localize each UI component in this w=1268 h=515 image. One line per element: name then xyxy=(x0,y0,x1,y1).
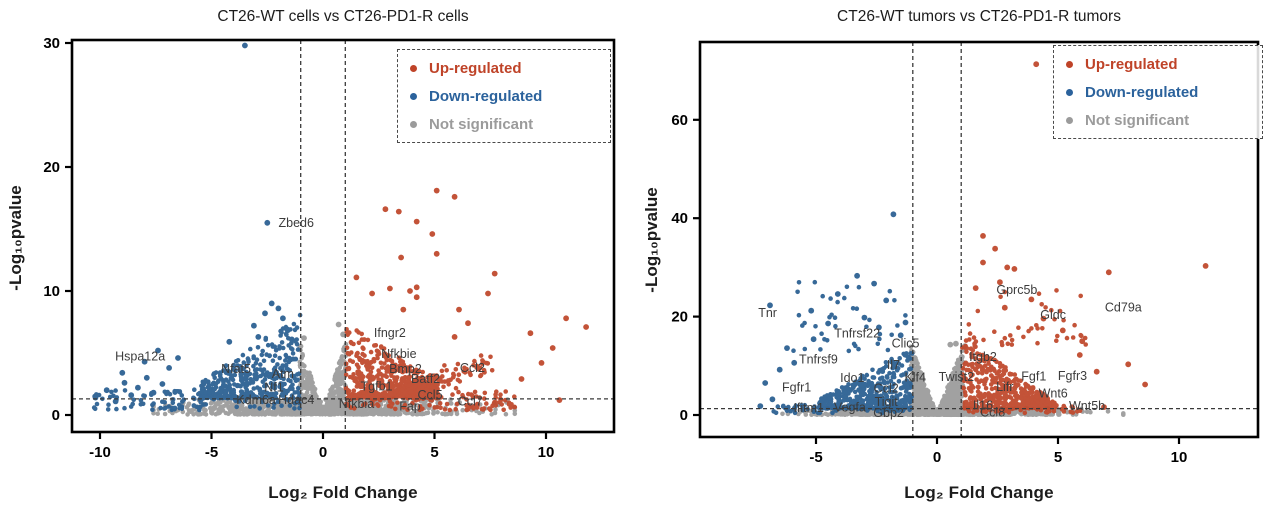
gene-label-Twist2: Twist2 xyxy=(939,370,974,384)
legend-label-down: Down-regulated xyxy=(429,87,543,105)
legend-item-down: Down-regulated xyxy=(1066,80,1252,104)
legend-item-ns: Not significant xyxy=(410,112,600,136)
gene-label-Kdm6a: Kdm6a xyxy=(236,393,276,407)
up-regulated-dot-icon xyxy=(1066,60,1073,68)
axes-box xyxy=(698,40,1260,439)
gene-label-Gprc5b: Gprc5b xyxy=(996,283,1037,297)
gene-label-Hspa12a: Hspa12a xyxy=(115,350,165,364)
gene-label-Ccl7: Ccl7 xyxy=(458,394,483,408)
axes-box xyxy=(70,38,616,434)
gene-label-Klf4: Klf4 xyxy=(904,371,926,385)
gene-label-Ido1: Ido1 xyxy=(840,371,864,385)
svg-text:30: 30 xyxy=(43,35,60,52)
svg-text:10: 10 xyxy=(43,283,60,300)
gene-label-Tigit: Tigit xyxy=(875,395,899,409)
gene-label-Fgf1: Fgf1 xyxy=(1021,370,1046,384)
gene-label-Atm: Atm xyxy=(272,367,294,381)
gene-label-Hdac4: Hdac4 xyxy=(278,393,314,407)
down-regulated-dot-icon xyxy=(410,92,417,100)
x-axis-label-right: Log₂ Fold Change xyxy=(904,483,1054,502)
legend-right: Up-regulated Down-regulated Not signific… xyxy=(1053,45,1263,139)
gene-label-Bmp2: Bmp2 xyxy=(389,362,422,376)
gene-label-Tnfrsf22: Tnfrsf22 xyxy=(834,326,880,340)
gene-label-Zbed6: Zbed6 xyxy=(279,216,314,230)
svg-text:-10: -10 xyxy=(89,444,111,461)
gene-label-Ifngr2: Ifngr2 xyxy=(374,326,406,340)
y-axis-label-left: -Log₁₀pvalue xyxy=(6,185,25,291)
svg-text:0: 0 xyxy=(52,407,60,424)
threshold-lines xyxy=(700,42,1258,437)
legend-left: Up-regulated Down-regulated Not signific… xyxy=(397,49,611,143)
x-axis-label-left: Log₂ Fold Change xyxy=(268,483,418,502)
up-regulated-dot-icon xyxy=(410,64,417,72)
gene-label-Lifr: Lifr xyxy=(996,380,1013,394)
gene-label-Fgfr1: Fgfr1 xyxy=(782,380,811,394)
gene-label-Nf1: Nf1 xyxy=(264,381,284,395)
gene-label-Gbp2: Gbp2 xyxy=(873,406,904,420)
legend-label-up: Up-regulated xyxy=(429,59,522,77)
tick-labels: -10 -5 0 5 10 0 10 20 30 xyxy=(43,35,554,461)
gene-labels: Tnr Tnfrsf22 Clic5 Tnfrsf9 Il7 Ido1 Klf4 Fgfr1 C… xyxy=(758,283,1142,420)
gene-label-Nfat5: Nfat5 xyxy=(221,362,251,376)
gene-label-Itgb2: Itgb2 xyxy=(969,350,997,364)
gene-label-Ifitm1: Ifitm1 xyxy=(793,401,824,415)
gene-label-Nfkbia: Nfkbia xyxy=(339,397,374,411)
gene-label-Ccl5: Ccl5 xyxy=(418,388,443,402)
down-regulated-dot-icon xyxy=(1066,88,1073,96)
legend-label-down: Down-regulated xyxy=(1085,83,1199,101)
plot-title-left: CT26-WT cells vs CT26-PD1-R cells xyxy=(217,8,469,25)
gene-label-Wnt6: Wnt6 xyxy=(1039,386,1068,400)
volcano-left: -10 -5 0 5 10 0 10 20 30 Zbed6 Hspa12a Nfat5 AtmNf1K… xyxy=(43,35,616,461)
gene-label-Il7: Il7 xyxy=(887,358,900,372)
gene-label-Gldc: Gldc xyxy=(1040,308,1066,322)
gene-label-Ccl2: Ccl2 xyxy=(460,361,485,375)
svg-text:10: 10 xyxy=(538,444,555,461)
gene-label-Batf2: Batf2 xyxy=(411,372,440,386)
gene-label-Il16: Il16 xyxy=(973,399,993,413)
gene-label-Tnr: Tnr xyxy=(758,306,777,320)
svg-text:5: 5 xyxy=(430,444,438,461)
points-down xyxy=(757,211,915,416)
svg-text:-5: -5 xyxy=(205,444,218,461)
legend-label-ns: Not significant xyxy=(1085,111,1190,129)
svg-text:20: 20 xyxy=(43,159,60,176)
gene-label-Nfkbie: Nfkbie xyxy=(381,347,416,361)
legend-item-up: Up-regulated xyxy=(1066,52,1252,76)
gene-label-Ccl2: Ccl2 xyxy=(874,381,899,395)
not-significant-dot-icon xyxy=(410,120,417,128)
legend-label-up: Up-regulated xyxy=(1085,55,1178,73)
y-axis-label-right: -Log₁₀pvalue xyxy=(642,187,661,293)
gene-label-Tnfrsf9: Tnfrsf9 xyxy=(799,352,838,366)
gene-label-Ccl8: Ccl8 xyxy=(980,406,1005,420)
axis-ticks xyxy=(65,41,548,439)
not-significant-dot-icon xyxy=(1066,116,1073,124)
points-down xyxy=(91,42,303,413)
legend-label-ns: Not significant xyxy=(429,115,534,133)
svg-text:0: 0 xyxy=(319,444,327,461)
gene-label-Wnt5b: Wnt5b xyxy=(1069,399,1105,413)
plot-title-right: CT26-WT tumors vs CT26-PD1-R tumors xyxy=(837,8,1121,25)
legend-item-up: Up-regulated xyxy=(410,56,600,80)
gene-label-Fap: Fap xyxy=(399,399,421,413)
axis-ticks xyxy=(693,118,1181,444)
gene-label-Tgfb1: Tgfb1 xyxy=(361,379,393,393)
gene-label-Vegfa: Vegfa xyxy=(834,401,866,415)
legend-item-ns: Not significant xyxy=(1066,108,1252,132)
threshold-lines xyxy=(72,40,614,432)
gene-label-Cd79a: Cd79a xyxy=(1105,300,1142,314)
points-up xyxy=(343,187,589,413)
gene-label-Clic5: Clic5 xyxy=(892,337,920,351)
gene-label-Fgfr3: Fgfr3 xyxy=(1058,369,1087,383)
legend-item-down: Down-regulated xyxy=(410,84,600,108)
